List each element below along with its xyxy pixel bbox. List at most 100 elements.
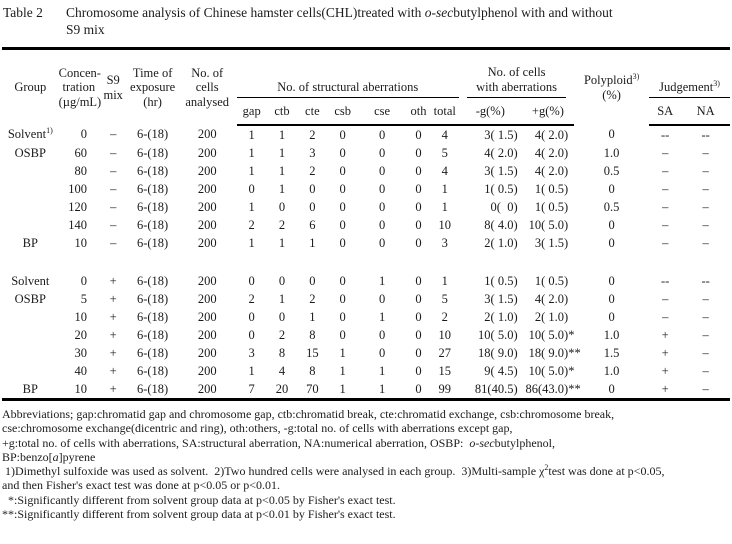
cell-concentration: 120 <box>68 199 88 214</box>
cell-polyploid: 0 <box>608 309 615 324</box>
cell-concentration: 10 <box>74 381 88 396</box>
cell-cte: 2 <box>309 127 316 142</box>
cell-csb: 0 <box>339 199 346 214</box>
plus-g-value: 10( 5.0) <box>528 217 569 232</box>
cell-judgement-na: -- <box>701 127 710 142</box>
cell-plus-g: 3( 1.5) <box>522 234 575 252</box>
cell-ctb: 2 <box>278 327 286 342</box>
col-header-plus-g: +g(%) <box>521 98 575 126</box>
col-header-group: Group <box>2 49 59 126</box>
plus-g-value: 4( 2.0) <box>534 145 569 160</box>
cell-ctb: 8 <box>278 345 286 360</box>
plus-g-value: 10( 5.0) <box>528 363 569 378</box>
cell-cse: 0 <box>378 181 386 196</box>
cell-plus-g: 10( 5.0)* <box>528 327 575 342</box>
cell-total: 5 <box>441 145 448 160</box>
cell-judgement-sa: -- <box>661 273 670 288</box>
cell-gap: 7 <box>248 381 255 396</box>
col-header-time-of-exposure: Time of exposure (hr) <box>127 49 178 126</box>
plus-g-value: 86(43.0) <box>525 381 569 396</box>
cell-gap: 1 <box>248 199 255 214</box>
cell-minus-g: 1( 0.5) <box>484 181 518 196</box>
cell-judgement-na: – <box>702 363 709 378</box>
cell-s9-mix: + <box>109 291 117 306</box>
cell-csb: 0 <box>339 127 346 142</box>
col-header-oth: oth <box>406 98 431 126</box>
cell-cse: 1 <box>378 381 386 396</box>
cell-judgement-sa: – <box>662 217 669 232</box>
table-title-line2: S9 mix <box>66 21 105 37</box>
header-label: exposure <box>130 80 176 95</box>
cell-gap: 0 <box>248 273 255 288</box>
cell-total: 10 <box>438 217 452 232</box>
cell-concentration: 5 <box>80 291 88 306</box>
cell-csb: 0 <box>339 181 346 196</box>
header-label: Judgement <box>659 79 714 94</box>
header-label: No. of structural aberrations <box>277 79 419 94</box>
cell-s9-mix: + <box>109 273 117 288</box>
cell-minus-g: 0( 0) <box>490 199 518 214</box>
plus-g-value: 4( 2.0) <box>534 127 569 142</box>
cell-judgement-sa: – <box>662 199 669 214</box>
col-header-polyploid: Polyploid3) (%) <box>574 49 649 126</box>
text-segment: a <box>52 449 59 464</box>
cell-s9-mix: – <box>110 199 117 214</box>
text-segment: o-sec <box>469 435 495 450</box>
cell-cte: 8 <box>309 363 316 378</box>
cell-polyploid: 1.0 <box>603 363 620 378</box>
cell-time-of-exposure: 6-(18) <box>136 217 169 232</box>
cell-total: 10 <box>438 327 452 342</box>
table-row: BP 10 + 6-(18) 200 7 20 70 1 1 0 99 81(4… <box>2 380 730 400</box>
text-segment: +g:total no. of cells with aberrations, … <box>2 435 470 450</box>
cell-total: 2 <box>441 309 448 324</box>
cell-csb: 0 <box>339 163 346 178</box>
plus-g-value: 10( 5.0) <box>528 327 569 342</box>
cell-ctb: 20 <box>275 381 289 396</box>
cell-cse: 0 <box>378 145 386 160</box>
cell-minus-g: 9( 4.5) <box>484 363 518 378</box>
group-label: Solvent <box>7 127 47 141</box>
cell-polyploid: 0.5 <box>603 199 620 214</box>
text-segment: ]pyrene <box>58 449 96 464</box>
cell-csb: 1 <box>339 345 346 360</box>
cell-plus-g: 10( 5.0) <box>522 216 575 234</box>
cell-cse: 0 <box>378 291 386 306</box>
text-segment: **:Significantly different from solvent … <box>2 507 396 522</box>
cell-csb: 0 <box>339 291 346 306</box>
cell-polyploid: 1.5 <box>603 345 620 360</box>
footnote-line: and then Fisher's exact test was done at… <box>2 478 732 492</box>
plus-g-value: 4( 2.0) <box>534 163 569 178</box>
cell-cells-analysed: 200 <box>197 381 217 396</box>
group-label: Solvent <box>11 273 50 288</box>
cell-cse: 1 <box>378 363 386 378</box>
cell-polyploid: 0 <box>608 273 615 288</box>
cell-cse: 0 <box>378 235 386 250</box>
cell-judgement-na: – <box>702 345 709 360</box>
cell-gap: 1 <box>248 163 255 178</box>
cell-time-of-exposure: 6-(18) <box>136 363 169 378</box>
cell-csb: 0 <box>339 145 346 160</box>
header-label: No. of <box>191 65 224 80</box>
footnote-marker: 1) <box>46 125 53 135</box>
cell-group <box>2 216 59 234</box>
cell-minus-g: 8( 4.0) <box>484 217 518 232</box>
cell-plus-g: 2( 1.0) <box>522 308 575 326</box>
cell-oth: 0 <box>415 145 422 160</box>
cell-cells-analysed: 200 <box>197 127 217 141</box>
cell-time-of-exposure: 6-(18) <box>136 309 169 324</box>
table-row: Solvent 0 + 6-(18) 200 0 0 0 0 1 0 1 1( … <box>2 272 730 290</box>
cell-concentration: 140 <box>68 217 88 232</box>
cell-polyploid: 1.0 <box>603 327 620 342</box>
header-label: Group <box>14 80 47 95</box>
cell-cells-analysed: 200 <box>197 163 217 178</box>
table-row: 120 – 6-(18) 200 1 0 0 0 0 0 1 0( 0) 1( … <box>2 198 730 216</box>
header-label: Concen- <box>58 65 101 80</box>
group-label: BP <box>22 235 38 250</box>
cell-gap: 1 <box>248 363 255 378</box>
header-label: with aberrations <box>476 79 558 94</box>
text-segment: test was done at p<0.05, <box>548 464 665 479</box>
cell-cse: 0 <box>378 163 386 178</box>
cell-judgement-na: – <box>702 163 709 178</box>
cell-cse: 0 <box>378 199 386 214</box>
cell-ctb: 0 <box>278 199 286 214</box>
